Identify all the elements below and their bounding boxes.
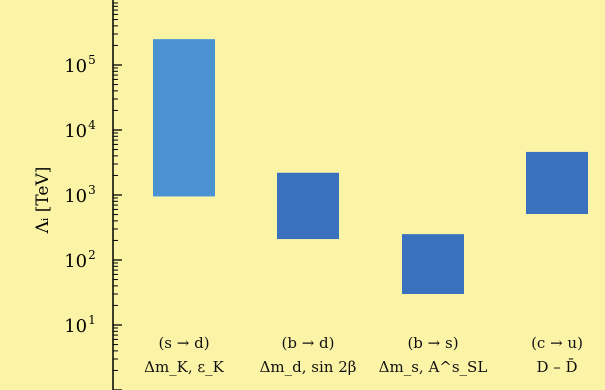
- category-label-3-line2: Δm_s, A^s_SL: [379, 358, 488, 376]
- y-tick-label-2: 102: [64, 248, 96, 272]
- y-tick-label-5: 105: [64, 53, 96, 77]
- category-label-4-line1: (c → u): [531, 334, 583, 352]
- category-label-2-line1: (b → d): [281, 334, 334, 352]
- bars-group: [153, 39, 588, 294]
- category-label-4-line2: D – D̄: [536, 358, 577, 376]
- bar-4: [526, 151, 588, 215]
- category-label-3-line1: (b → s): [407, 334, 458, 352]
- y-tick-label-3: 103: [64, 183, 96, 207]
- y-tick-label-1: 101: [64, 313, 96, 337]
- y-axis-label-group: Λᵢ [TeV]: [33, 167, 53, 235]
- y-tick-label-4: 104: [64, 118, 96, 142]
- y-ticks-group: 101 102 103 104 105: [64, 2, 122, 390]
- category-label-1-line2: Δm_K, ε_K: [144, 358, 225, 376]
- bar-3: [402, 234, 464, 294]
- category-label-1-line1: (s → d): [158, 334, 209, 352]
- category-labels-group: (s → d) Δm_K, ε_K (b → d) Δm_d, sin 2β (b → …: [144, 334, 583, 376]
- y-axis-label: Λᵢ [TeV]: [33, 167, 53, 235]
- bar-2: [277, 172, 339, 240]
- bar-1: [153, 39, 215, 197]
- category-label-2-line2: Δm_d, sin 2β: [260, 358, 357, 376]
